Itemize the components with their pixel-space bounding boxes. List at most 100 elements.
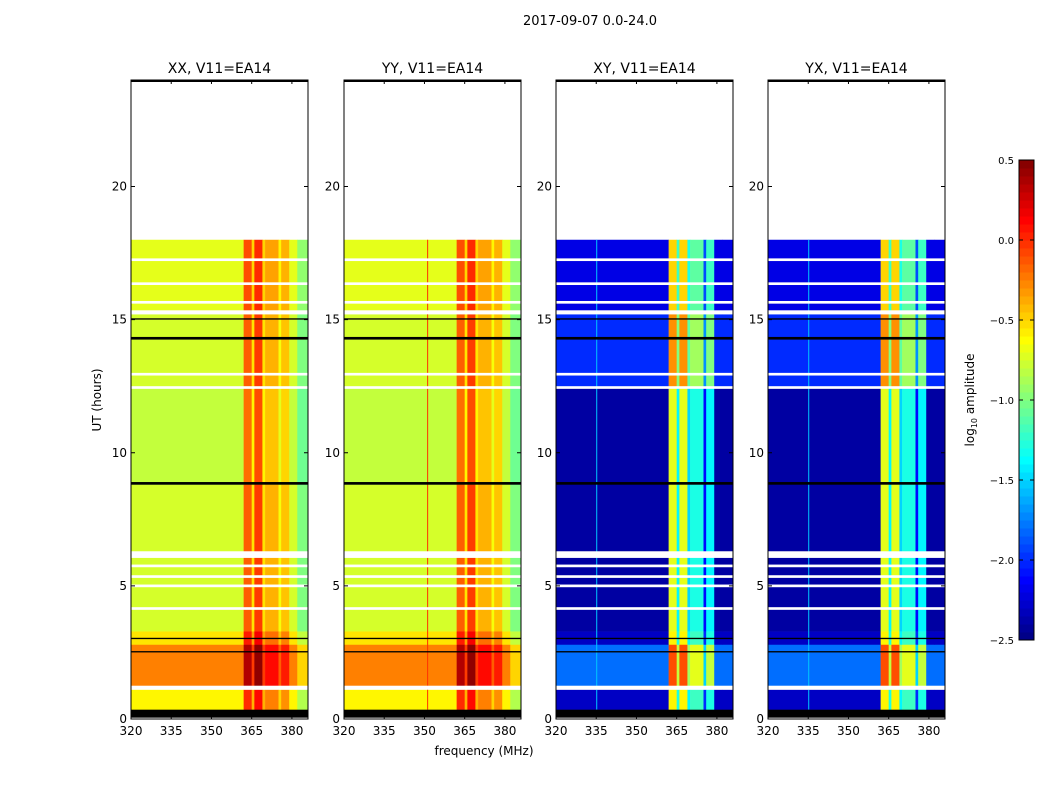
colorbar-swatch: [1019, 552, 1034, 561]
blank-interval: [768, 685, 945, 690]
blank-interval: [344, 575, 521, 578]
heatmap-cell: [243, 314, 252, 387]
blank-interval: [131, 372, 308, 376]
y-tick-label: 10: [749, 446, 764, 460]
x-tick-label: 365: [877, 724, 900, 738]
blank-interval: [768, 300, 945, 304]
heatmap-cell: [768, 314, 881, 387]
heatmap-cell: [899, 314, 903, 387]
heatmap-cell: [703, 644, 707, 687]
heatmap-cell: [254, 689, 263, 710]
heatmap-cell: [899, 644, 903, 687]
heatmap-cell: [679, 314, 688, 387]
heatmap-cell: [467, 484, 476, 632]
heatmap-cell: [556, 239, 669, 312]
heatmap-cell: [254, 484, 263, 632]
heatmap-cell: [668, 484, 677, 632]
colorbar-swatch: [1019, 272, 1034, 281]
flag-line: [556, 637, 733, 640]
heatmap-cell: [297, 689, 309, 710]
heatmap-cell: [494, 644, 503, 687]
colorbar-swatch: [1019, 440, 1034, 449]
heatmap-cell: [676, 644, 680, 687]
y-tick-label: 15: [112, 313, 127, 327]
heatmap-cell: [687, 644, 691, 687]
colorbar-swatch: [1019, 176, 1034, 185]
blank-interval: [768, 551, 945, 558]
blank-interval: [344, 300, 521, 304]
heatmap-cell: [131, 239, 244, 312]
colorbar-swatch: [1019, 528, 1034, 537]
colorbar-swatch: [1019, 600, 1034, 609]
heatmap-cell: [706, 689, 715, 710]
heatmap-cell: [254, 314, 263, 387]
heatmap-cell: [467, 644, 476, 687]
heatmap-cell: [706, 386, 715, 485]
heatmap-cell: [687, 484, 691, 632]
heatmap-cell: [502, 644, 511, 687]
heatmap-cell: [510, 689, 522, 710]
blank-interval: [344, 386, 521, 389]
colorbar-tick-label: −1.0: [990, 396, 1014, 407]
heatmap-cell: [668, 239, 677, 312]
blank-interval: [344, 258, 521, 262]
colorbar-tick-label: 0.0: [998, 236, 1014, 247]
heatmap-cell: [676, 689, 680, 710]
heatmap-cell: [456, 689, 465, 710]
heatmap-cell: [278, 314, 282, 387]
y-tick-label: 0: [332, 712, 340, 726]
flag-line: [131, 651, 308, 653]
heatmap-cell: [344, 689, 457, 710]
blank-interval: [131, 300, 308, 304]
y-tick-label: 5: [756, 579, 764, 593]
heatmap-cell: [475, 689, 479, 710]
heatmap-cell: [687, 314, 691, 387]
heatmap-cell: [918, 644, 927, 687]
x-tick-label: 350: [413, 724, 436, 738]
heatmap-cell: [243, 239, 252, 312]
colorbar-swatch: [1019, 360, 1034, 369]
flag-line: [768, 336, 945, 340]
y-tick-label: 20: [112, 180, 127, 194]
heatmap-cell: [891, 386, 900, 485]
heatmap-cell: [243, 386, 252, 485]
y-tick-label: 20: [325, 180, 340, 194]
heatmap-cell: [706, 644, 715, 687]
heatmap-cell: [502, 689, 511, 710]
blank-interval: [556, 310, 733, 315]
blank-interval: [556, 564, 733, 568]
colorbar-swatch: [1019, 344, 1034, 353]
panel-title: XY, V11=EA14: [593, 61, 695, 77]
flag-line: [768, 318, 945, 320]
flag-line: [344, 336, 521, 340]
heatmap-cell: [243, 484, 252, 632]
blank-interval: [768, 258, 945, 262]
heatmap-cell: [297, 484, 309, 632]
heatmap-cell: [888, 689, 892, 710]
heatmap-cell: [934, 644, 946, 687]
heatmap-cell: [934, 689, 946, 710]
colorbar-swatch: [1019, 496, 1034, 505]
flag-line: [556, 336, 733, 340]
flag-line: [344, 318, 521, 320]
plot-frame: [130, 79, 309, 720]
heatmap-cell: [289, 644, 298, 687]
heatmap-cell: [714, 644, 723, 687]
heatmap-cell: [510, 644, 522, 687]
heatmap-cell: [478, 314, 492, 387]
heatmap-cell: [494, 239, 503, 312]
blank-interval: [768, 564, 945, 568]
heatmap-cell: [475, 314, 479, 387]
y-tick-label: 5: [119, 579, 127, 593]
heatmap-cell: [251, 484, 255, 632]
heatmap-cell: [768, 644, 881, 687]
colorbar-swatch: [1019, 320, 1034, 329]
colorbar-swatch: [1019, 328, 1034, 337]
colorbar-swatch: [1019, 368, 1034, 377]
heatmap-cell: [510, 386, 522, 485]
x-tick-label: 365: [665, 724, 688, 738]
flag-line: [344, 637, 521, 640]
heatmap-cell: [467, 386, 476, 485]
heatmap-cell: [706, 314, 715, 387]
colorbar-swatch: [1019, 448, 1034, 457]
